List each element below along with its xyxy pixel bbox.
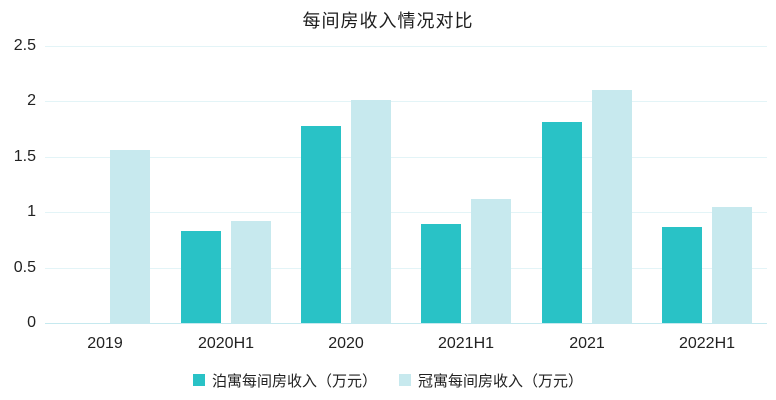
x-axis-tick-label: 2021 xyxy=(569,335,605,352)
bar-series2-2020 xyxy=(351,100,391,323)
gridline xyxy=(45,212,767,213)
bar-series2-2021 xyxy=(592,90,632,323)
y-axis-tick-label: 0.5 xyxy=(13,259,36,276)
legend-label: 冠寓每间房收入（万元） xyxy=(418,372,584,390)
y-axis-tick-label: 1.5 xyxy=(13,148,36,165)
bar-series1-2022H1 xyxy=(662,227,702,323)
x-axis-tick-label: 2021H1 xyxy=(437,335,495,352)
bar-series1-2020 xyxy=(301,126,341,323)
legend-swatch-icon xyxy=(192,374,205,386)
y-axis-tick-label: 2.5 xyxy=(13,37,36,54)
bar-series2-2019 xyxy=(110,150,150,323)
legend-item-series2[interactable]: 冠寓每间房收入（万元） xyxy=(399,370,583,391)
bar-series1-2021 xyxy=(542,122,582,323)
x-axis-line xyxy=(45,323,767,324)
bar-series1-2020H1 xyxy=(181,231,221,323)
gridline xyxy=(45,46,767,47)
chart-title: 每间房收入情况对比 xyxy=(302,11,474,31)
x-axis-tick-label: 2019 xyxy=(87,335,123,352)
x-axis-tick-label: 2020H1 xyxy=(197,335,255,352)
gridline xyxy=(45,101,767,102)
y-axis-tick-label: 2 xyxy=(27,92,36,109)
x-axis-tick-label: 2020 xyxy=(328,335,364,352)
legend-swatch-icon xyxy=(399,374,411,386)
bar-series2-2020H1 xyxy=(231,221,271,323)
bar-series2-2021H1 xyxy=(471,199,511,323)
legend-item-series1[interactable]: 泊寓每间房收入（万元） xyxy=(192,370,377,391)
x-axis-tick-label: 2022H1 xyxy=(678,335,736,352)
legend: 泊寓每间房收入（万元） 冠寓每间房收入（万元） xyxy=(0,368,776,392)
y-axis-tick-label: 0 xyxy=(27,314,36,331)
gridline xyxy=(45,157,767,158)
bar-series1-2021H1 xyxy=(421,224,461,323)
legend-label: 泊寓每间房收入（万元） xyxy=(211,372,377,390)
y-axis-tick-label: 1 xyxy=(27,203,36,220)
bar-series2-2022H1 xyxy=(712,207,752,323)
gridline xyxy=(45,268,767,269)
